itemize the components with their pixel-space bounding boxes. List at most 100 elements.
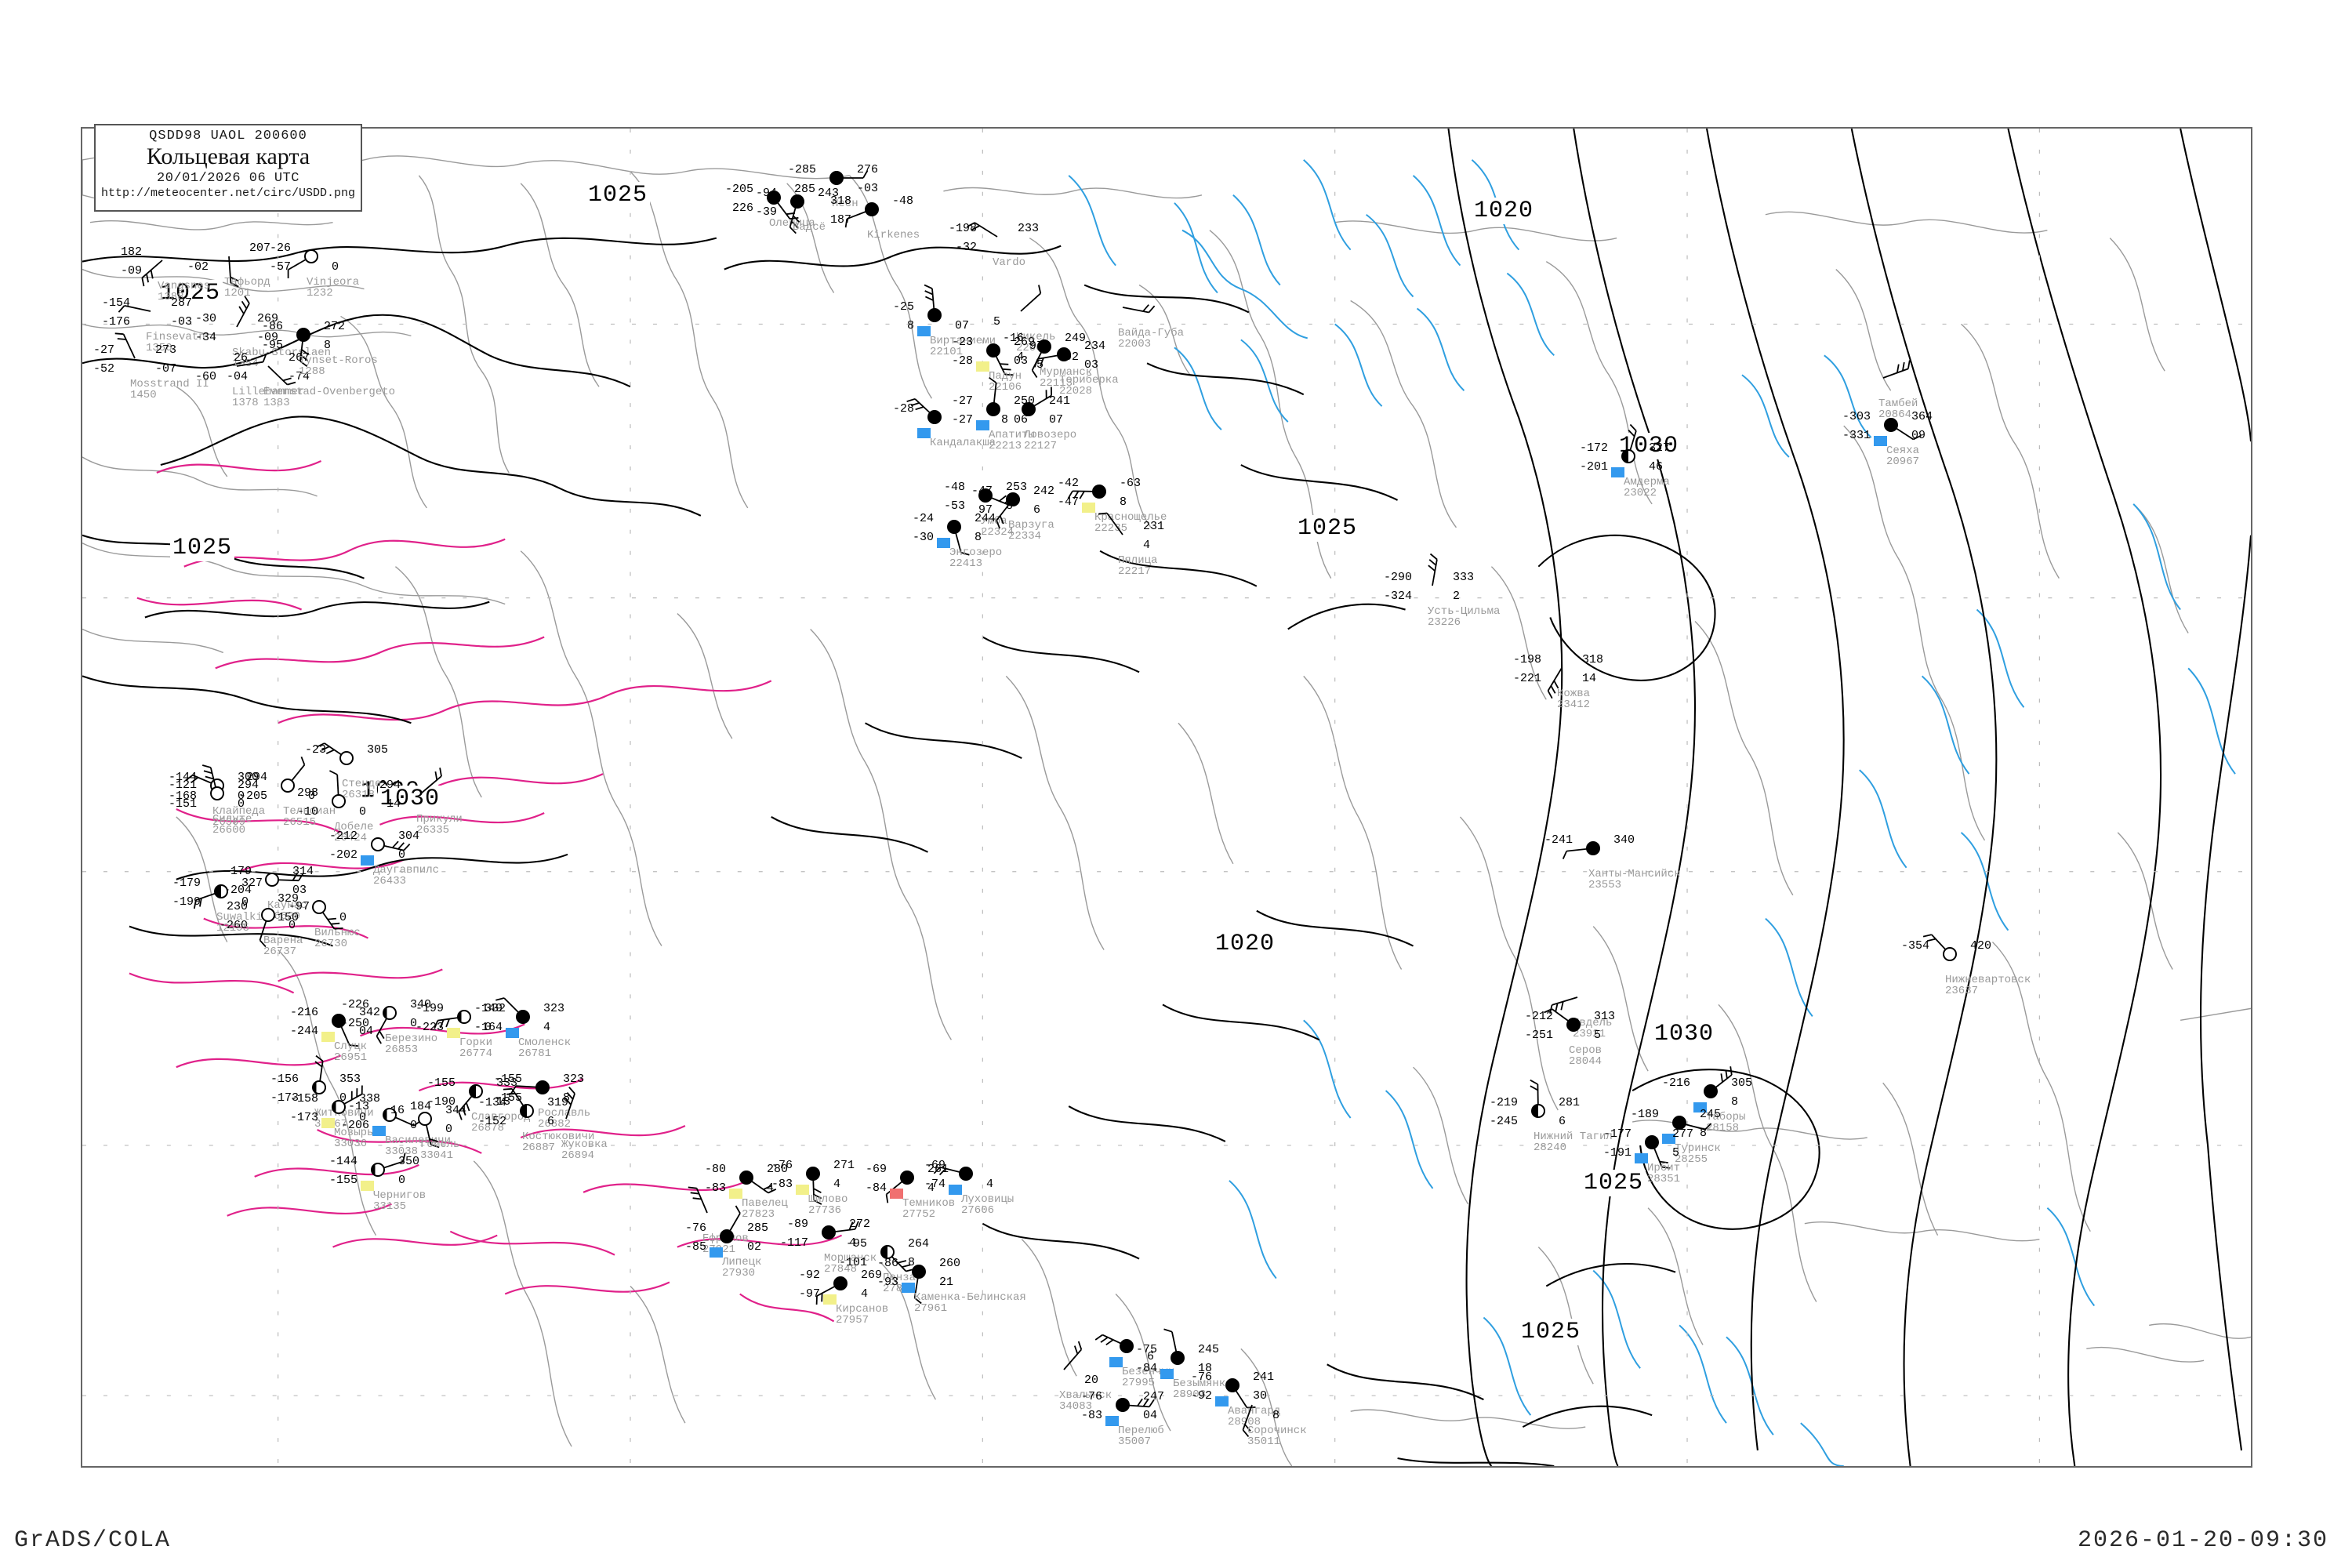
- station-pressure-tendency: 8: [975, 531, 982, 544]
- station-dewpoint: -190: [426, 1095, 456, 1109]
- cloud-cover-symbol: [304, 249, 318, 263]
- precip-flag-blue: [506, 1028, 519, 1038]
- station-name: Даугавпилс: [373, 864, 440, 877]
- station-dewpoint: 5: [1036, 358, 1044, 372]
- station-name: Lillehammer: [232, 386, 305, 398]
- station-temperature: -94: [755, 187, 777, 200]
- station-pressure-tendency: 46: [1649, 460, 1664, 474]
- station-pressure: 269: [1014, 336, 1036, 349]
- station-wmo-id: 26781: [518, 1047, 552, 1060]
- station-temperature: -154: [101, 296, 130, 310]
- precip-flag-blue: [902, 1283, 915, 1293]
- station-wmo-id: 26737: [263, 946, 297, 958]
- station-name: Энгозеро: [949, 546, 1003, 559]
- station-pressure: -63: [1120, 477, 1142, 490]
- cloud-cover-symbol: [312, 1080, 326, 1094]
- station-name: Добеле: [334, 821, 374, 833]
- station-name: Каменка-Белинская: [914, 1291, 1026, 1304]
- station-wmo-id: 22028: [1059, 385, 1093, 397]
- precip-flag-yellow: [729, 1189, 742, 1199]
- station-pressure: 327: [241, 877, 263, 890]
- cloud-cover-symbol: [332, 794, 346, 808]
- station-name: Сорочинск: [1247, 1425, 1307, 1437]
- station-pressure-tendency: 6: [1559, 1115, 1566, 1128]
- station-name: Несн: [832, 198, 858, 210]
- station-dewpoint: -34: [194, 331, 216, 344]
- station-wmo-id: 23022: [1624, 487, 1657, 499]
- station-temperature: -241: [1544, 833, 1573, 847]
- station-dewpoint: -84: [865, 1181, 887, 1195]
- station-wmo-id: 22113: [1040, 377, 1073, 390]
- precip-flag-blue: [976, 420, 989, 430]
- station-dewpoint: -324: [1383, 590, 1412, 603]
- station-wmo-id: 23637: [1945, 985, 1979, 997]
- station-wmo-id: 1383: [263, 397, 290, 409]
- precip-flag-yellow: [321, 1118, 335, 1128]
- station-name: Хвалынск: [1059, 1389, 1112, 1402]
- isobar-label: 1025: [158, 280, 223, 307]
- station-pressure: 353: [339, 1073, 361, 1086]
- station-wmo-id: 26730: [314, 938, 348, 950]
- precip-flag-blue: [710, 1247, 723, 1258]
- station-pressure: 277: [1672, 1127, 1694, 1141]
- station-wmo-id: 22217: [1118, 565, 1152, 578]
- precip-flag-yellow: [976, 361, 989, 372]
- station-temperature: -92: [798, 1269, 820, 1282]
- station-wmo-id: 27961: [914, 1302, 948, 1315]
- station-pressure: 420: [1970, 939, 1992, 953]
- station-pressure-tendency: 14: [1582, 672, 1597, 685]
- station-wmo-id: 22101: [930, 346, 964, 358]
- station-temperature: -226: [340, 998, 369, 1011]
- station-temperature: -86: [261, 320, 283, 333]
- cloud-cover-symbol: [371, 1163, 385, 1177]
- station-pressure-tendency: 4: [1143, 539, 1151, 552]
- station-name: Сеяха: [1886, 445, 1920, 457]
- station-wmo-id: 26894: [561, 1149, 595, 1162]
- station-name: Ивдель: [1573, 1017, 1613, 1029]
- station-pressure: 300: [238, 771, 260, 784]
- cloud-cover-symbol: [418, 1112, 432, 1126]
- station-temperature: 26: [233, 351, 248, 365]
- station-dewpoint: -206: [340, 1119, 369, 1132]
- station-wmo-id: 22235: [1094, 522, 1128, 535]
- precip-flag-blue: [937, 538, 950, 548]
- station-wmo-id: 27848: [824, 1263, 858, 1276]
- station-dewpoint: -97: [798, 1287, 820, 1301]
- station-temperature: -76: [1080, 1390, 1102, 1403]
- station-pressure: 294: [238, 779, 260, 792]
- station-name: Нижний Тагил: [1534, 1131, 1613, 1143]
- station-wmo-id: 22334: [1008, 530, 1042, 543]
- station-wmo-id: 1350: [146, 342, 172, 354]
- cloud-cover-symbol: [739, 1171, 753, 1185]
- station-temperature: -47: [971, 485, 993, 498]
- cloud-cover-symbol: [927, 410, 942, 424]
- station-dewpoint: 4: [1016, 350, 1024, 364]
- cloud-cover-symbol: [947, 520, 961, 534]
- precip-flag-blue: [1109, 1357, 1123, 1367]
- station-dewpoint: -244: [289, 1025, 318, 1038]
- precip-flag-yellow: [447, 1028, 460, 1038]
- station-temperature: -290: [1383, 571, 1412, 584]
- station-temperature: -27: [951, 394, 973, 408]
- station-wmo-id: 28351: [1647, 1173, 1681, 1185]
- station-name: Авангард: [1228, 1405, 1281, 1417]
- station-wmo-id: 22003: [1118, 338, 1152, 350]
- station-pressure-tendency: 0: [359, 1111, 367, 1124]
- cloud-cover-symbol: [865, 202, 879, 216]
- cloud-cover-symbol: [1120, 1339, 1134, 1353]
- station-wmo-id: 27606: [961, 1204, 995, 1217]
- station-pressure-tendency: 0: [410, 1119, 418, 1132]
- station-pressure: 323: [543, 1002, 565, 1015]
- station-name: Славгород: [471, 1111, 531, 1123]
- station-dewpoint: -83: [1080, 1409, 1102, 1422]
- cloud-cover-symbol: [339, 751, 354, 765]
- station-dewpoint: -152: [477, 1115, 506, 1128]
- station-name: Василевичи: [385, 1134, 452, 1147]
- station-pressure: 272: [324, 320, 346, 333]
- station-dewpoint: -39: [755, 205, 777, 219]
- station-pressure-tendency: 5: [1672, 1146, 1680, 1160]
- station-name: Серов: [1569, 1044, 1602, 1057]
- station-name: Безымянка: [1173, 1377, 1232, 1390]
- station-name: Кирсанов: [836, 1303, 889, 1316]
- station-pressure: 276: [857, 163, 879, 176]
